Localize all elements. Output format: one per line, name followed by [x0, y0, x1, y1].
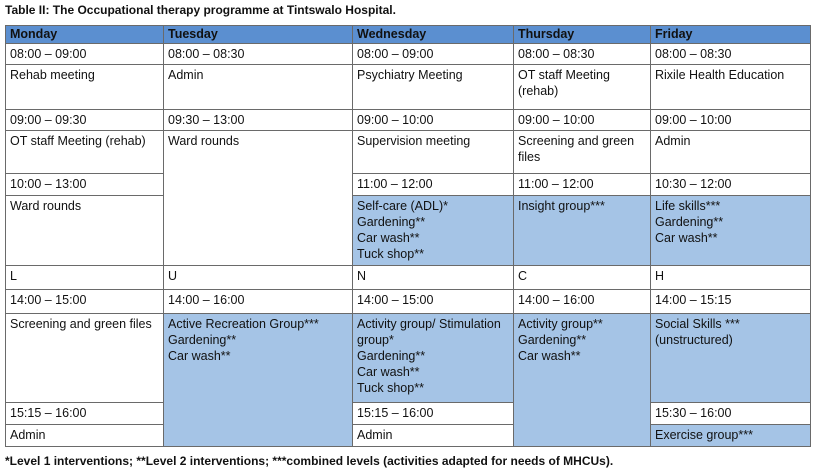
header-cell: Wednesday	[352, 25, 514, 44]
table-row: 14:00 – 15:00 14:00 – 16:00 14:00 – 15:00 1…	[5, 289, 811, 314]
table-cell: N	[352, 265, 514, 290]
header-cell: Tuesday	[163, 25, 353, 44]
table-cell: 11:00 – 12:00	[352, 173, 514, 196]
table-row: 15:15 – 16:00 15:15 – 16:00 15:30 – 16:00	[5, 402, 811, 425]
table-cell: 09:00 – 10:00	[650, 109, 811, 131]
table-cell: 14:00 – 16:00	[163, 289, 353, 314]
cell-line: Activity group**	[518, 317, 603, 331]
table-cell: 14:00 – 15:00	[352, 289, 514, 314]
cell-line: Tuck shop**	[357, 381, 424, 395]
table-cell: 09:00 – 10:00	[513, 109, 651, 131]
cell-line: Activity group/ Stimulation group*	[357, 317, 501, 347]
table-cell: C	[513, 265, 651, 290]
table-row: Rehab meeting Admin Psychiatry Meeting OT s…	[5, 64, 811, 110]
cell-line: Insight group***	[518, 199, 605, 213]
table-cell: 11:00 – 12:00	[513, 173, 651, 196]
table-cell: 15:15 – 16:00	[5, 402, 164, 425]
table-cell: 09:00 – 10:00	[352, 109, 514, 131]
table-cell: Rixile Health Education	[650, 64, 811, 110]
table-cell: 08:00 – 09:00	[352, 43, 514, 65]
table-cell: 09:30 – 13:00	[163, 109, 353, 131]
table-cell: Supervision meeting	[352, 130, 514, 174]
cell-line: Gardening**	[168, 333, 237, 347]
cell-line: Gardening**	[357, 215, 426, 229]
table-cell: Social Skills *** (unstructured)	[650, 313, 811, 403]
table-row: Screening and green files Active Recreati…	[5, 313, 811, 447]
table: Monday Tuesday Wednesday Thursday Friday…	[5, 25, 811, 447]
cell-line: Car wash**	[357, 231, 420, 245]
table-cell: OT staff Meeting (rehab)	[513, 64, 651, 110]
table-cell: 14:00 – 15:00	[5, 289, 164, 314]
cell-line: Gardening**	[357, 349, 426, 363]
table-cell: Admin	[650, 130, 811, 174]
cell-line: Car wash**	[518, 349, 581, 363]
table-cell: Activity group** Gardening** Car wash**	[513, 313, 651, 447]
header-cell: Monday	[5, 25, 164, 44]
table-cell: 08:00 – 08:30	[163, 43, 353, 65]
table-cell: Screening and green files	[5, 313, 164, 403]
cell-line: Tuck shop**	[357, 247, 424, 261]
table-row: 09:00 – 09:30 09:30 – 13:00 09:00 – 10:00 0…	[5, 109, 811, 131]
cell-line: (unstructured)	[655, 333, 733, 347]
table-cell: 08:00 – 09:00	[5, 43, 164, 65]
table-cell: 15:15 – 16:00	[352, 402, 514, 425]
header-cell: Thursday	[513, 25, 651, 44]
table-cell: Exercise group***	[650, 424, 811, 447]
table-cell: 09:00 – 09:30	[5, 109, 164, 131]
table-cell: Insight group***	[513, 195, 651, 266]
cell-line: Car wash**	[357, 365, 420, 379]
table-row: Ward rounds Self-care (ADL)* Gardening** Ca…	[5, 195, 811, 266]
table-cell: OT staff Meeting (rehab)	[5, 130, 164, 174]
table-cell: Screening and green files	[513, 130, 651, 174]
cell-line: Life skills***	[655, 199, 721, 213]
table-cell: U	[163, 265, 353, 290]
table-row: 08:00 – 09:00 08:00 – 08:30 08:00 – 09:00 0…	[5, 43, 811, 65]
footnote: *Level 1 interventions; **Level 2 interv…	[5, 454, 614, 468]
cell-line: Car wash**	[655, 231, 718, 245]
table-row: OT staff Meeting (rehab) Ward rounds Super…	[5, 130, 811, 266]
cell-line: Social Skills ***	[655, 317, 740, 331]
table-cell: 08:00 – 08:30	[513, 43, 651, 65]
table-cell: Psychiatry Meeting	[352, 64, 514, 110]
cell-line: Car wash**	[168, 349, 231, 363]
table-cell: 15:30 – 16:00	[650, 402, 811, 425]
table-cell: 14:00 – 15:15	[650, 289, 811, 314]
table-cell: 14:00 – 16:00	[513, 289, 651, 314]
table-cell: 08:00 – 08:30	[650, 43, 811, 65]
table-row: Admin Admin Exercise group***	[5, 424, 811, 447]
table-cell: Activity group/ Stimulation group* Garden…	[352, 313, 514, 403]
cell-line: Gardening**	[518, 333, 587, 347]
table-cell: 10:00 – 13:00	[5, 173, 164, 196]
cell-line: Gardening**	[655, 215, 724, 229]
table-cell: Ward rounds	[163, 130, 353, 266]
table-cell: Admin	[352, 424, 514, 447]
cell-line: Active Recreation Group***	[168, 317, 319, 331]
table-cell: Active Recreation Group*** Gardening** Car…	[163, 313, 353, 447]
table-cell: Rehab meeting	[5, 64, 164, 110]
table-cell: Admin	[5, 424, 164, 447]
cell-line: Self-care (ADL)*	[357, 199, 448, 213]
header-row: Monday Tuesday Wednesday Thursday Friday	[5, 25, 811, 44]
table-cell: Life skills*** Gardening** Car wash**	[650, 195, 811, 266]
table-cell: L	[5, 265, 164, 290]
table-row: 10:00 – 13:00 11:00 – 12:00 11:00 – 12:00 1…	[5, 173, 811, 196]
table-cell: H	[650, 265, 811, 290]
table-cell: Ward rounds	[5, 195, 164, 266]
table-cell: 10:30 – 12:00	[650, 173, 811, 196]
table-cell: Admin	[163, 64, 353, 110]
header-cell: Friday	[650, 25, 811, 44]
table-cell: Self-care (ADL)* Gardening** Car wash** Tuc…	[352, 195, 514, 266]
caption: Table II: The Occupational therapy progr…	[5, 3, 396, 17]
